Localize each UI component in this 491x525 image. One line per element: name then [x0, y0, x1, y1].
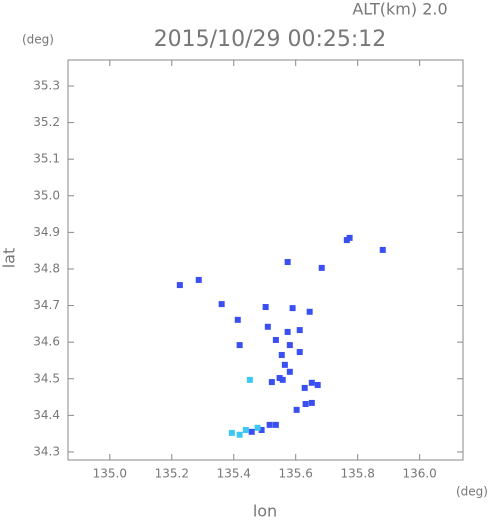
x-tick-label: 135.6: [279, 467, 313, 481]
echo-cell: [293, 406, 300, 413]
echo-cell: [264, 323, 271, 330]
echo-cell: [254, 424, 261, 431]
y-tick-label: 35.2: [33, 115, 60, 129]
y-tick-label: 34.4: [33, 408, 60, 422]
echo-cell: [296, 327, 303, 334]
echo-cell: [296, 349, 303, 356]
plot-frame: [67, 59, 464, 461]
echo-cell: [379, 246, 386, 253]
echo-cell: [242, 426, 249, 433]
y-tick-label: 34.8: [33, 261, 60, 275]
echo-cell: [308, 399, 315, 406]
echo-cell: [286, 368, 293, 375]
echo-cell: [228, 429, 235, 436]
x-tick-label: 135.8: [340, 467, 374, 481]
echo-cell: [301, 384, 308, 391]
y-tick-label: 34.3: [33, 444, 60, 458]
echo-cell: [272, 336, 279, 343]
echo-cell: [272, 421, 279, 428]
echo-cell: [284, 259, 291, 266]
echo-cell: [248, 428, 255, 435]
y-axis-label: lat: [0, 248, 19, 269]
altitude-label: ALT(km) 2.0: [352, 0, 447, 19]
echo-cell: [236, 342, 243, 349]
echo-cell: [281, 361, 288, 368]
echo-cell: [308, 379, 315, 386]
y-tick-label: 35.3: [33, 78, 60, 92]
echo-cell: [284, 328, 291, 335]
echo-cell: [176, 282, 183, 289]
echo-cell: [258, 426, 265, 433]
echo-cell: [195, 276, 202, 283]
echo-cell: [236, 431, 243, 438]
echo-cell: [279, 376, 286, 383]
echo-cell: [268, 379, 275, 386]
y-tick-label: 35.1: [33, 152, 60, 166]
x-tick-label: 135.4: [217, 467, 251, 481]
y-tick-label: 35.0: [33, 188, 60, 202]
echo-cell: [276, 375, 283, 382]
x-tick-label: 135.0: [93, 467, 127, 481]
y-tick-label: 34.5: [33, 371, 60, 385]
x-tick-label: 136.0: [402, 467, 436, 481]
echo-cell: [289, 305, 296, 312]
y-tick-label: 34.6: [33, 335, 60, 349]
echo-cell: [266, 421, 273, 428]
echo-cell: [306, 308, 313, 315]
x-unit: (deg): [456, 485, 488, 499]
echo-cell: [346, 234, 353, 241]
echo-cell: [302, 401, 309, 408]
y-tick-label: 34.7: [33, 298, 60, 312]
x-axis-label: lon: [253, 502, 277, 521]
echo-cell: [314, 381, 321, 388]
echo-cell: [318, 264, 325, 271]
chart-title: 2015/10/29 00:25:12: [154, 27, 387, 52]
y-tick-label: 34.9: [33, 225, 60, 239]
echo-cell: [286, 342, 293, 349]
x-tick-label: 135.2: [155, 467, 189, 481]
echo-cell: [246, 376, 253, 383]
y-unit: (deg): [22, 33, 54, 47]
echo-cell: [278, 351, 285, 358]
echo-cell: [262, 304, 269, 311]
echo-cell: [234, 316, 241, 323]
echo-cell: [218, 301, 225, 308]
